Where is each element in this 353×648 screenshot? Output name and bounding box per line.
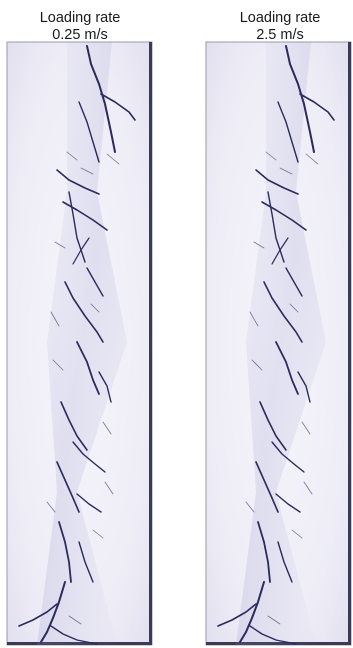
panel-title: Loading rate — [240, 10, 321, 26]
panel-subtitle: 2.5 m/s — [256, 27, 304, 43]
panel-2: Loading rate 2.5 m/s — [206, 10, 351, 645]
panel-1: Loading rate 0.25 m/s — [7, 10, 152, 645]
specimen-image — [7, 42, 152, 645]
page: {"panels": [ {"title": "Loading rate", "… — [0, 0, 353, 648]
figure: Loading rate 0.25 m/s Loading rate 2.5 m… — [0, 0, 353, 648]
panel-subtitle: 0.25 m/s — [52, 27, 108, 43]
specimen-image — [206, 42, 351, 645]
panel-title: Loading rate — [40, 10, 121, 26]
